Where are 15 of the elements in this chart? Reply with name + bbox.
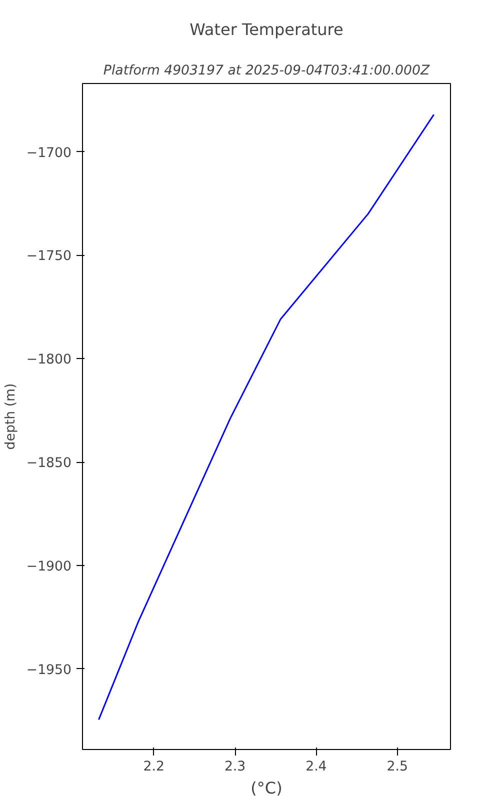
x-tick-label: 2.4 — [306, 760, 327, 774]
y-tick-label: −1800 — [26, 352, 72, 368]
x-tick-label: 2.5 — [386, 760, 408, 774]
chart-subtitle: Platform 4903197 at 2025-09-04T03:41:00.000Z — [103, 64, 430, 78]
x-tick-label: 2.2 — [143, 760, 165, 774]
chart-title: Water Temperature — [190, 20, 344, 39]
x-tick-label: 2.3 — [224, 760, 246, 774]
line-series — [98, 114, 435, 720]
x-axis-title: (°C) — [250, 778, 282, 798]
y-tick-label: −1700 — [26, 146, 72, 161]
y-tick-label: −1900 — [26, 559, 72, 574]
y-tick-label: −1750 — [26, 249, 72, 264]
y-tick-label: −1850 — [26, 456, 72, 472]
y-tick-label: −1950 — [26, 662, 72, 678]
y-axis-title: depth (m) — [3, 383, 18, 450]
